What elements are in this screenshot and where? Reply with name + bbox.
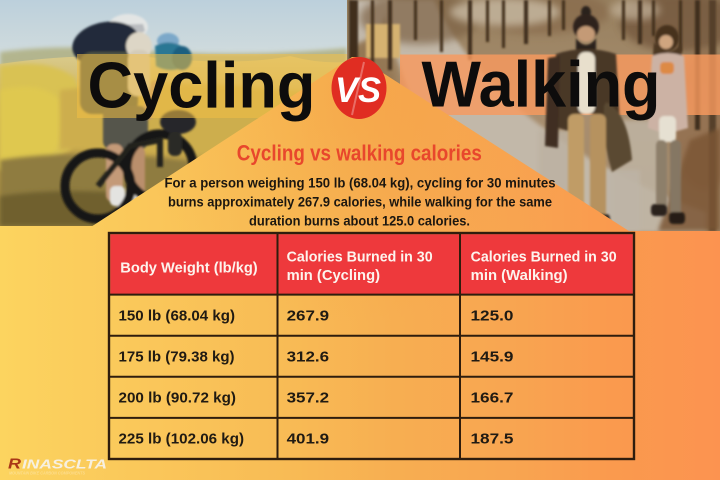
- svg-text:145.9: 145.9: [471, 349, 514, 366]
- svg-text:Calories Burned in 30: Calories Burned in 30: [471, 249, 617, 266]
- svg-text:357.2: 357.2: [287, 390, 330, 407]
- svg-text:Body Weight (lb/kg): Body Weight (lb/kg): [120, 260, 257, 277]
- svg-text:Cycling vs walking calories: Cycling vs walking calories: [237, 141, 482, 166]
- svg-text:401.9: 401.9: [287, 431, 330, 448]
- svg-text:267.9: 267.9: [287, 307, 330, 324]
- svg-text:INASCLTA: INASCLTA: [22, 457, 107, 472]
- svg-text:Walking: Walking: [422, 48, 661, 121]
- svg-text:125.0: 125.0: [471, 307, 514, 324]
- svg-text:min (Walking): min (Walking): [471, 267, 568, 284]
- svg-text:MOUNTAIN BIKE CARBON COMPONENT: MOUNTAIN BIKE CARBON COMPONENTS: [9, 471, 85, 476]
- svg-text:225 lb (102.06 kg): 225 lb (102.06 kg): [119, 431, 245, 448]
- svg-text:200 lb (90.72 kg): 200 lb (90.72 kg): [119, 390, 237, 407]
- svg-text:VS: VS: [335, 71, 381, 110]
- svg-text:R: R: [8, 457, 22, 473]
- svg-text:187.5: 187.5: [471, 431, 514, 448]
- svg-text:duration burns about 125.0 cal: duration burns about 125.0 calories.: [249, 213, 470, 228]
- svg-text:For a person weighing 150 lb (: For a person weighing 150 lb (68.04 kg),…: [165, 176, 556, 191]
- svg-text:Calories Burned in 30: Calories Burned in 30: [287, 249, 433, 266]
- svg-text:150 lb (68.04 kg): 150 lb (68.04 kg): [119, 307, 236, 324]
- svg-text:burns approximately 267.9 calo: burns approximately 267.9 calories, whil…: [168, 194, 552, 209]
- svg-text:166.7: 166.7: [471, 390, 514, 407]
- svg-text:312.6: 312.6: [287, 349, 330, 366]
- svg-text:Cycling: Cycling: [88, 49, 316, 122]
- svg-text:min (Cycling): min (Cycling): [287, 267, 380, 284]
- svg-text:175 lb (79.38 kg): 175 lb (79.38 kg): [119, 349, 235, 366]
